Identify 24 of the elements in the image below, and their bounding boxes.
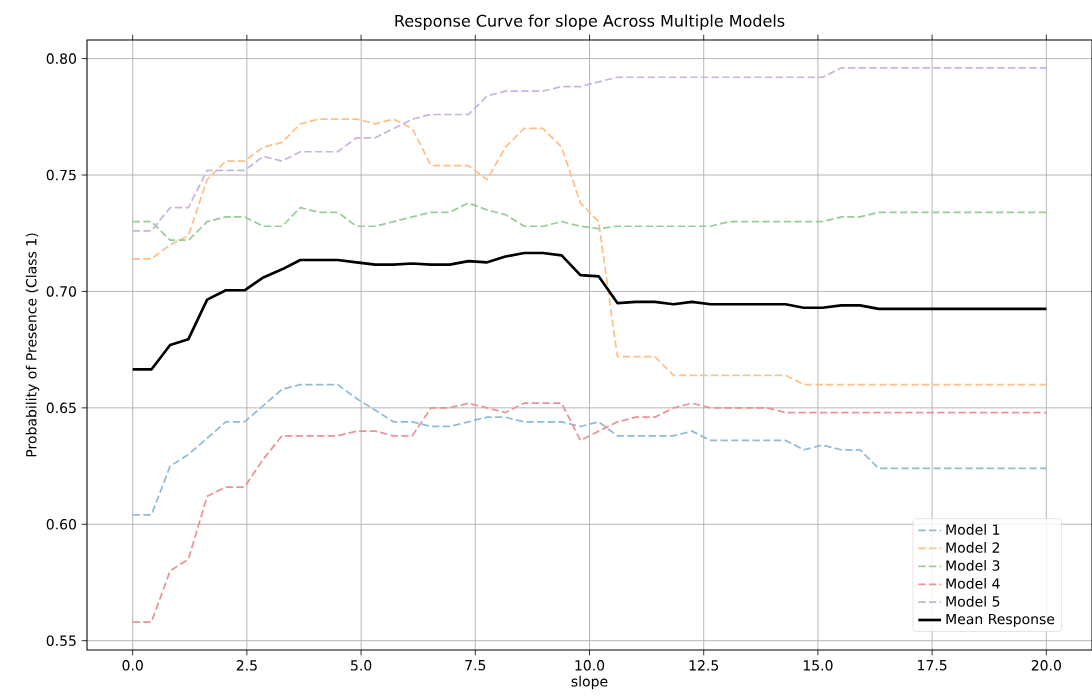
legend-label: Model 3 xyxy=(946,560,1000,571)
y-tick-label: 0.75 xyxy=(46,169,76,181)
legend-label: Model 5 xyxy=(946,595,1000,607)
y-tick-label: 0.60 xyxy=(46,518,77,530)
x-axis-title: slope xyxy=(571,675,608,690)
y-tick-label: 0.80 xyxy=(46,53,77,64)
x-tick-label: 7.5 xyxy=(465,660,486,671)
legend-label: Model 2 xyxy=(946,542,1000,553)
x-tick-label: 17.5 xyxy=(918,660,947,671)
x-tick-label: 0.0 xyxy=(122,660,143,671)
legend-label: Mean Response xyxy=(946,613,1055,628)
legend-label: Model 1 xyxy=(946,524,1000,535)
x-tick-label: 5.0 xyxy=(351,660,372,671)
y-tick-label: 0.65 xyxy=(46,402,76,414)
legend-label: Model 4 xyxy=(946,577,1000,589)
x-tick-label: 15.0 xyxy=(803,660,833,671)
chart-title: Response Curve for slope Across Multiple Models xyxy=(395,14,785,30)
x-tick-label: 2.5 xyxy=(236,660,257,671)
y-tick-label: 0.70 xyxy=(46,286,77,297)
x-tick-label: 12.5 xyxy=(689,660,719,671)
x-tick-label: 20.0 xyxy=(1031,660,1061,671)
x-tick-label: 10.0 xyxy=(575,660,605,671)
y-axis-title: Probability of Presence (Class 1) xyxy=(25,233,40,457)
y-tick-label: 0.55 xyxy=(46,635,76,646)
